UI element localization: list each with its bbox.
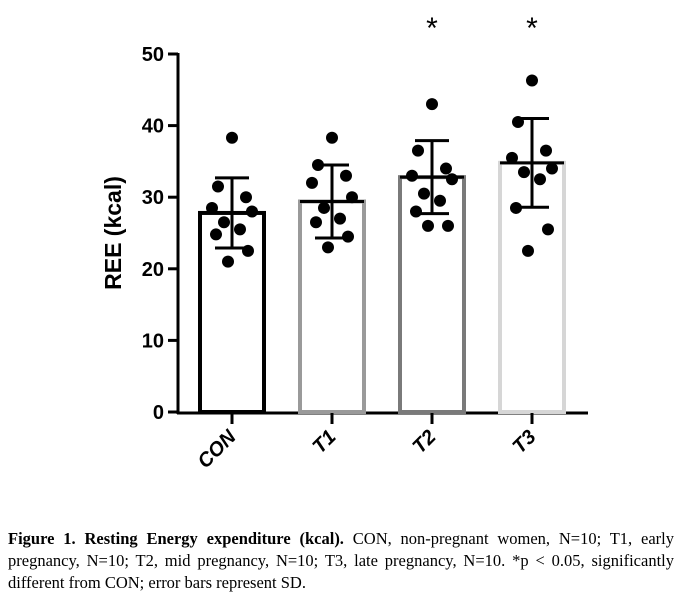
data-point-T1-4 bbox=[306, 176, 318, 189]
data-point-T3-6 bbox=[518, 166, 530, 179]
data-point-T2-5 bbox=[446, 173, 458, 186]
data-point-CON-7 bbox=[234, 223, 246, 236]
data-point-T2-8 bbox=[410, 205, 422, 218]
y-tick-label-30: 30 bbox=[142, 187, 164, 209]
data-point-T3-7 bbox=[534, 173, 546, 186]
y-axis-title: REE (kcal) bbox=[100, 176, 126, 290]
data-point-CON-6 bbox=[218, 216, 230, 229]
data-point-T2-1 bbox=[426, 98, 438, 111]
data-point-T2-9 bbox=[442, 219, 454, 232]
data-point-T2-10 bbox=[422, 219, 434, 232]
data-point-T2-3 bbox=[440, 162, 452, 175]
y-tick-label-0: 0 bbox=[153, 402, 164, 424]
data-point-CON-1 bbox=[226, 131, 238, 144]
y-tick-label-40: 40 bbox=[142, 116, 164, 138]
x-tick-label-T3: T3 bbox=[508, 426, 540, 458]
data-point-T3-10 bbox=[522, 244, 534, 257]
data-point-T2-7 bbox=[434, 194, 446, 207]
data-point-T1-10 bbox=[322, 241, 334, 254]
figure-caption: Figure 1. Resting Energy expenditure (kc… bbox=[8, 528, 674, 594]
data-point-CON-10 bbox=[222, 255, 234, 268]
data-point-CON-5 bbox=[246, 205, 258, 218]
data-point-T1-6 bbox=[318, 201, 330, 214]
data-point-T1-3 bbox=[340, 169, 352, 182]
x-tick-label-T2: T2 bbox=[408, 426, 440, 458]
data-point-T1-1 bbox=[326, 131, 338, 144]
data-point-CON-3 bbox=[240, 191, 252, 204]
data-point-CON-9 bbox=[242, 244, 254, 257]
data-point-T3-9 bbox=[542, 223, 554, 236]
y-tick-label-50: 50 bbox=[142, 44, 164, 66]
data-point-T3-2 bbox=[512, 116, 524, 129]
ree-bar-chart: 0 10 20 30 40 50 REE (kcal) CON T1 T2 * T3 * bbox=[100, 12, 588, 473]
data-point-T1-7 bbox=[334, 212, 346, 225]
caption-text: CON, non-pregnant women, N=10; T1, early… bbox=[8, 529, 674, 592]
y-tick-label-20: 20 bbox=[142, 259, 164, 281]
y-tick-label-10: 10 bbox=[142, 330, 164, 352]
data-point-T3-5 bbox=[546, 162, 558, 175]
data-point-T1-2 bbox=[312, 158, 324, 171]
data-point-CON-2 bbox=[212, 180, 224, 193]
data-point-T2-6 bbox=[418, 187, 430, 200]
data-point-T1-9 bbox=[342, 230, 354, 243]
data-point-T3-4 bbox=[506, 151, 518, 164]
x-tick-label-T1: T1 bbox=[308, 426, 340, 458]
data-point-T3-8 bbox=[510, 201, 522, 214]
data-point-T2-2 bbox=[412, 144, 424, 157]
data-point-T2-4 bbox=[406, 169, 418, 182]
data-point-T1-8 bbox=[310, 216, 322, 229]
caption-title: Figure 1. Resting Energy expenditure (kc… bbox=[8, 529, 344, 548]
significance-mark-T2: * bbox=[426, 12, 438, 45]
data-point-T3-1 bbox=[526, 74, 538, 87]
data-point-CON-8 bbox=[210, 228, 222, 241]
data-point-T3-3 bbox=[540, 144, 552, 157]
data-point-CON-4 bbox=[206, 201, 218, 214]
data-point-T1-5 bbox=[346, 191, 358, 204]
significance-mark-T3: * bbox=[526, 12, 538, 45]
x-tick-label-CON: CON bbox=[194, 426, 241, 473]
